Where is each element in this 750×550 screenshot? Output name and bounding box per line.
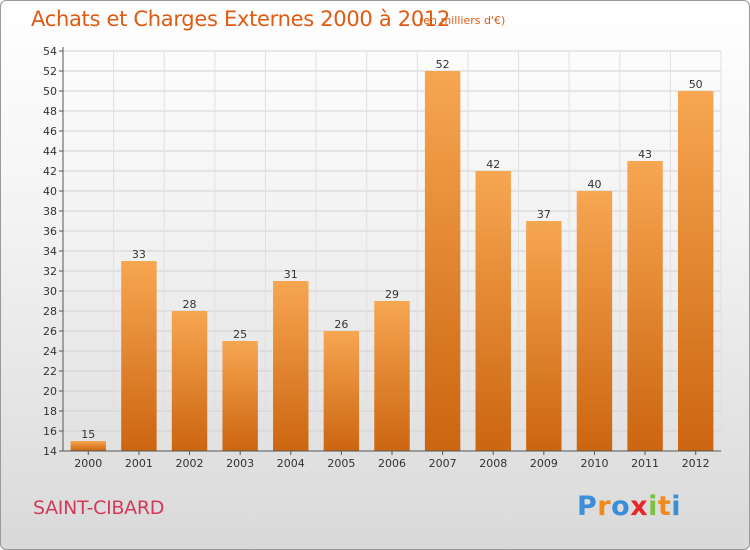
logo-letter: r (597, 491, 612, 522)
commune-name: SAINT-CIBARD (33, 497, 165, 519)
bar-2006 (374, 301, 410, 451)
bar-2011 (627, 161, 663, 451)
bar-value-label: 31 (284, 268, 298, 281)
y-tick-label: 32 (43, 265, 57, 278)
bar-value-label: 37 (537, 208, 551, 221)
chart-title: Achats et Charges Externes 2000 à 2012 (31, 7, 451, 31)
x-tick-label: 2001 (125, 457, 153, 470)
bar-value-label: 40 (587, 178, 601, 191)
y-tick-label: 44 (43, 145, 57, 158)
y-tick-label: 26 (43, 325, 57, 338)
bar-value-label: 26 (334, 318, 348, 331)
bar-2007 (424, 71, 461, 451)
bar-value-label: 25 (233, 328, 247, 341)
y-tick-label: 40 (43, 185, 57, 198)
bar-2010 (576, 191, 613, 451)
bar-value-label: 43 (638, 148, 652, 161)
y-tick-label: 50 (43, 85, 57, 98)
bar-2012 (677, 91, 714, 451)
bar-value-label: 50 (689, 78, 703, 91)
bar-2004 (273, 281, 309, 451)
x-tick-label: 2006 (378, 457, 406, 470)
bar-2008 (475, 171, 511, 451)
y-tick-label: 52 (43, 65, 57, 78)
x-tick-label: 2009 (530, 457, 558, 470)
y-tick-label: 24 (43, 345, 57, 358)
y-tick-label: 42 (43, 165, 57, 178)
y-tick-label: 34 (43, 245, 57, 258)
bar-value-label: 28 (183, 298, 197, 311)
bar-2001 (121, 261, 157, 451)
y-tick-label: 54 (43, 45, 57, 58)
y-tick-label: 48 (43, 105, 57, 118)
bar-value-label: 52 (436, 58, 450, 71)
bar-2000 (70, 441, 107, 451)
x-tick-label: 2007 (429, 457, 457, 470)
y-tick-label: 38 (43, 205, 57, 218)
bar-2003 (222, 341, 258, 451)
x-tick-label: 2012 (682, 457, 710, 470)
y-tick-label: 46 (43, 125, 57, 138)
x-tick-label: 2005 (327, 457, 355, 470)
y-tick-label: 14 (43, 445, 57, 458)
y-tick-label: 18 (43, 405, 57, 418)
chart-subtitle: (en milliers d'€) (419, 14, 506, 27)
x-tick-label: 2003 (226, 457, 254, 470)
y-tick-label: 22 (43, 365, 57, 378)
y-tick-label: 36 (43, 225, 57, 238)
logo-letter: i (648, 491, 658, 522)
logo-letter: t (657, 491, 672, 522)
bar-value-label: 33 (132, 248, 146, 261)
y-tick-label: 28 (43, 305, 57, 318)
logo-letter: o (611, 491, 631, 522)
logo-letter: P (577, 491, 598, 522)
y-tick-label: 30 (43, 285, 57, 298)
x-tick-label: 2000 (74, 457, 102, 470)
bar-value-label: 42 (486, 158, 500, 171)
x-tick-label: 2002 (176, 457, 204, 470)
bar-value-label: 15 (81, 428, 95, 441)
axis-layer: 14 16 18 20 22 24 26 28 30 32 34 36 38 40 42 44 46 48 50 52… (43, 45, 721, 470)
bar-value-label: 29 (385, 288, 399, 301)
logo-letter: x (630, 491, 649, 522)
bar-2005 (323, 331, 360, 451)
x-tick-label: 2004 (277, 457, 305, 470)
y-tick-label: 20 (43, 385, 57, 398)
bar-layer: 15 33 28 25 31 26 29 52 42 37 40 43 50 (70, 58, 714, 451)
bar-2002 (171, 311, 208, 451)
bar-2009 (526, 221, 562, 451)
x-tick-label: 2011 (631, 457, 659, 470)
x-tick-label: 2010 (580, 457, 608, 470)
logo-letter: i (671, 491, 682, 522)
y-tick-label: 16 (43, 425, 57, 438)
x-tick-label: 2008 (479, 457, 507, 470)
proxiti-logo: Proxiti (577, 491, 681, 522)
